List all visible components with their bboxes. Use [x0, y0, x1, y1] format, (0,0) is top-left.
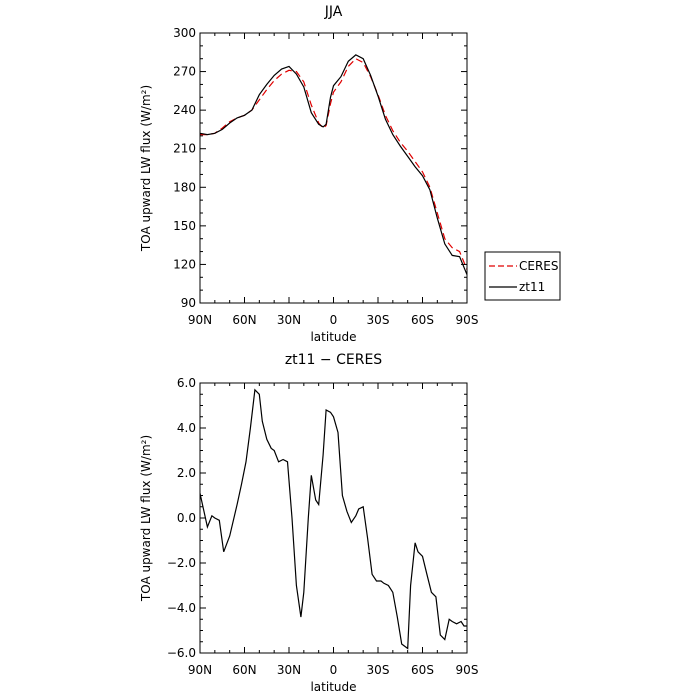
y-tick-label: 6.0	[177, 376, 196, 390]
chart-title: JJA	[324, 4, 343, 20]
y-tick-label: 210	[173, 142, 196, 156]
x-tick-label: 0	[330, 663, 338, 677]
y-tick-label: −4.0	[167, 601, 196, 615]
legend-box	[484, 251, 561, 301]
legend-label-ceres: CERES	[519, 259, 559, 273]
y-axis-title: TOA upward LW flux (W/m²)	[139, 435, 153, 602]
y-axis-title: TOA upward LW flux (W/m²)	[139, 85, 153, 252]
x-tick-label: 60S	[411, 663, 434, 677]
series-line-ceres	[200, 57, 467, 270]
y-tick-label: −2.0	[167, 556, 196, 570]
y-tick-label: 240	[173, 103, 196, 117]
y-tick-label: 270	[173, 65, 196, 79]
y-tick-label: −6.0	[167, 646, 196, 660]
plot-frame	[199, 32, 468, 304]
series-line-zt11	[200, 54, 467, 275]
bottom-panel: zt11 − CERES 90N 60N 30N 0 30S 60S 90S −6.0 −4.0 −…	[139, 352, 478, 694]
y-tick-label: 180	[173, 180, 196, 194]
x-tick-label: 90N	[188, 663, 212, 677]
x-tick-label: 30S	[367, 313, 390, 327]
y-tick-label: 0.0	[177, 511, 196, 525]
x-tick-label: 30N	[277, 663, 301, 677]
x-tick-label: 0	[330, 313, 338, 327]
y-tick-label: 150	[173, 219, 196, 233]
y-tick-label: 2.0	[177, 466, 196, 480]
y-tick-label: 300	[173, 26, 196, 40]
legend-label-zt11: zt11	[519, 280, 545, 294]
x-tick-label: 30S	[367, 663, 390, 677]
x-axis-title: latitude	[310, 330, 356, 344]
y-tick-label: 4.0	[177, 421, 196, 435]
x-tick-label: 90S	[456, 663, 479, 677]
x-tick-label: 60N	[232, 313, 256, 327]
x-tick-label: 90S	[456, 313, 479, 327]
top-panel: JJA 90N 60N 30N 0 30S 60S 90S 90 120 150 180 210 240 2…	[139, 4, 561, 344]
y-tick-label: 90	[181, 296, 196, 310]
y-tick-label: 120	[173, 257, 196, 271]
plot-frame	[199, 382, 468, 654]
x-tick-label: 60S	[411, 313, 434, 327]
chart-title: zt11 − CERES	[285, 352, 382, 368]
x-tick-label: 30N	[277, 313, 301, 327]
x-tick-label: 60N	[232, 663, 256, 677]
series-line-difference	[200, 388, 467, 650]
x-tick-label: 90N	[188, 313, 212, 327]
x-axis-title: latitude	[310, 680, 356, 694]
